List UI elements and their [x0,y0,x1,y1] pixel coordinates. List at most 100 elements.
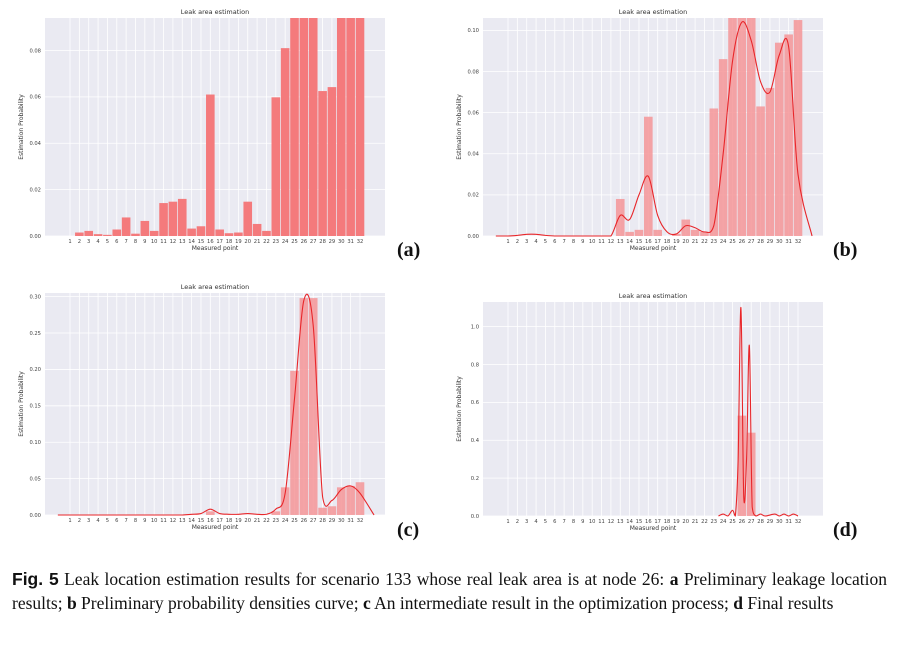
x-tick-label: 4 [96,518,100,524]
bar [215,229,224,236]
x-tick-label: 30 [776,519,783,525]
bar [252,223,262,236]
bar [177,198,187,236]
x-tick-label: 2 [516,519,519,525]
chart-panel-c: 0.000.050.100.150.200.250.301 2 3 4 5 6 7 8 9 10 1… [18,283,419,541]
figure: 0.000.020.040.060.081 2 3 4 5 6 7 8 9 10 11 12 13 14 1… [18,8,857,541]
y-tick-label: 0.10 [29,440,41,446]
panel-label: (b) [833,239,857,261]
y-tick-label: 0.8 [471,362,479,368]
bar [709,108,719,236]
x-tick-label: 32 [357,518,364,524]
x-tick-label: 3 [525,239,528,245]
x-tick-label: 13 [617,519,624,525]
x-tick-label: 12 [608,519,615,525]
chart-panel-b: 0.000.020.040.060.080.101 2 3 4 5 6 7 8 9 10 11 12 1… [456,8,857,261]
panel-label: (d) [833,519,857,541]
bar [681,219,691,236]
x-tick-label: 29 [329,239,336,245]
bar [327,87,337,236]
x-tick-label: 26 [739,519,746,525]
x-tick-label: 5 [106,239,109,245]
chart-panel-d: 0.00.20.40.60.81.01 2 3 4 5 6 7 8 9 10 11 12 13 14 15 1… [456,292,857,541]
bar [318,507,327,515]
x-tick-label: 8 [134,239,137,245]
bar [728,18,737,236]
x-tick-label: 30 [338,518,345,524]
x-tick-label: 8 [572,239,575,245]
x-tick-label: 3 [525,519,528,525]
caption-key-c: c [362,593,371,613]
y-tick-label: 0.15 [29,404,41,410]
x-tick-label: 1 [506,239,509,245]
chart-title: Leak area estimation [619,292,687,300]
bar [84,230,94,236]
x-tick-label: 29 [767,519,774,525]
x-tick-label: 27 [310,239,317,245]
bar [308,298,318,515]
bar [336,487,346,515]
x-tick-label: 32 [795,519,802,525]
x-tick-label: 16 [207,239,214,245]
x-tick-label: 6 [553,239,556,245]
x-tick-label: 29 [767,239,774,245]
x-tick-label: 14 [188,518,195,524]
bar [355,18,365,236]
x-axis-label: Measured point [630,245,677,252]
x-tick-label: 28 [757,519,764,525]
x-tick-label: 29 [329,518,336,524]
x-tick-label: 8 [134,518,137,524]
y-tick-label: 0.0 [471,514,479,520]
y-tick-label: 0.20 [29,367,41,373]
bar [159,203,168,236]
bar [262,230,271,236]
x-tick-label: 11 [160,239,167,245]
x-tick-label: 27 [748,519,755,525]
y-axis-label: Estimation Probability [456,376,463,442]
bar [327,506,337,515]
caption-text-b: Preliminary probability densities curve; [81,593,359,613]
x-tick-label: 9 [581,519,584,525]
bar [346,485,355,515]
caption-intro: Leak location estimation results for sce… [64,569,665,589]
x-tick-label: 12 [170,239,177,245]
chart-title: Leak area estimation [181,8,249,16]
chart-title: Leak area estimation [619,8,687,16]
bar [271,511,281,515]
bar [168,201,178,236]
x-tick-label: 18 [226,239,233,245]
y-tick-label: 0.05 [29,476,41,482]
x-tick-label: 1 [68,518,71,524]
bar [346,18,355,236]
bar [672,233,681,236]
x-tick-label: 7 [124,518,127,524]
x-tick-label: 20 [244,239,251,245]
x-tick-label: 2 [78,518,81,524]
x-tick-label: 26 [301,239,308,245]
x-tick-label: 28 [757,239,764,245]
x-tick-label: 24 [720,239,727,245]
y-tick-label: 0.02 [467,193,479,199]
bar [75,232,84,236]
fig-label: Fig. 5 [12,569,59,589]
chart-panel-a: 0.000.020.040.060.081 2 3 4 5 6 7 8 9 10 11 12 13 14 1… [18,8,420,261]
x-tick-label: 19 [235,518,242,524]
plot-area [483,302,823,516]
panel-label: (a) [397,239,420,261]
y-tick-label: 0.02 [29,187,41,193]
density-curve [495,20,813,237]
bar [187,228,196,236]
x-tick-label: 7 [124,239,127,245]
x-tick-label: 20 [682,519,689,525]
bar [112,229,122,236]
x-tick-label: 5 [544,519,547,525]
bar [299,18,309,236]
x-tick-label: 28 [319,239,326,245]
x-tick-label: 10 [589,519,596,525]
x-tick-label: 13 [617,239,624,245]
x-tick-label: 5 [106,518,109,524]
density-curve [57,293,375,516]
density-curve [718,307,799,517]
caption-text-d: Final results [747,593,834,613]
bar [700,231,709,236]
